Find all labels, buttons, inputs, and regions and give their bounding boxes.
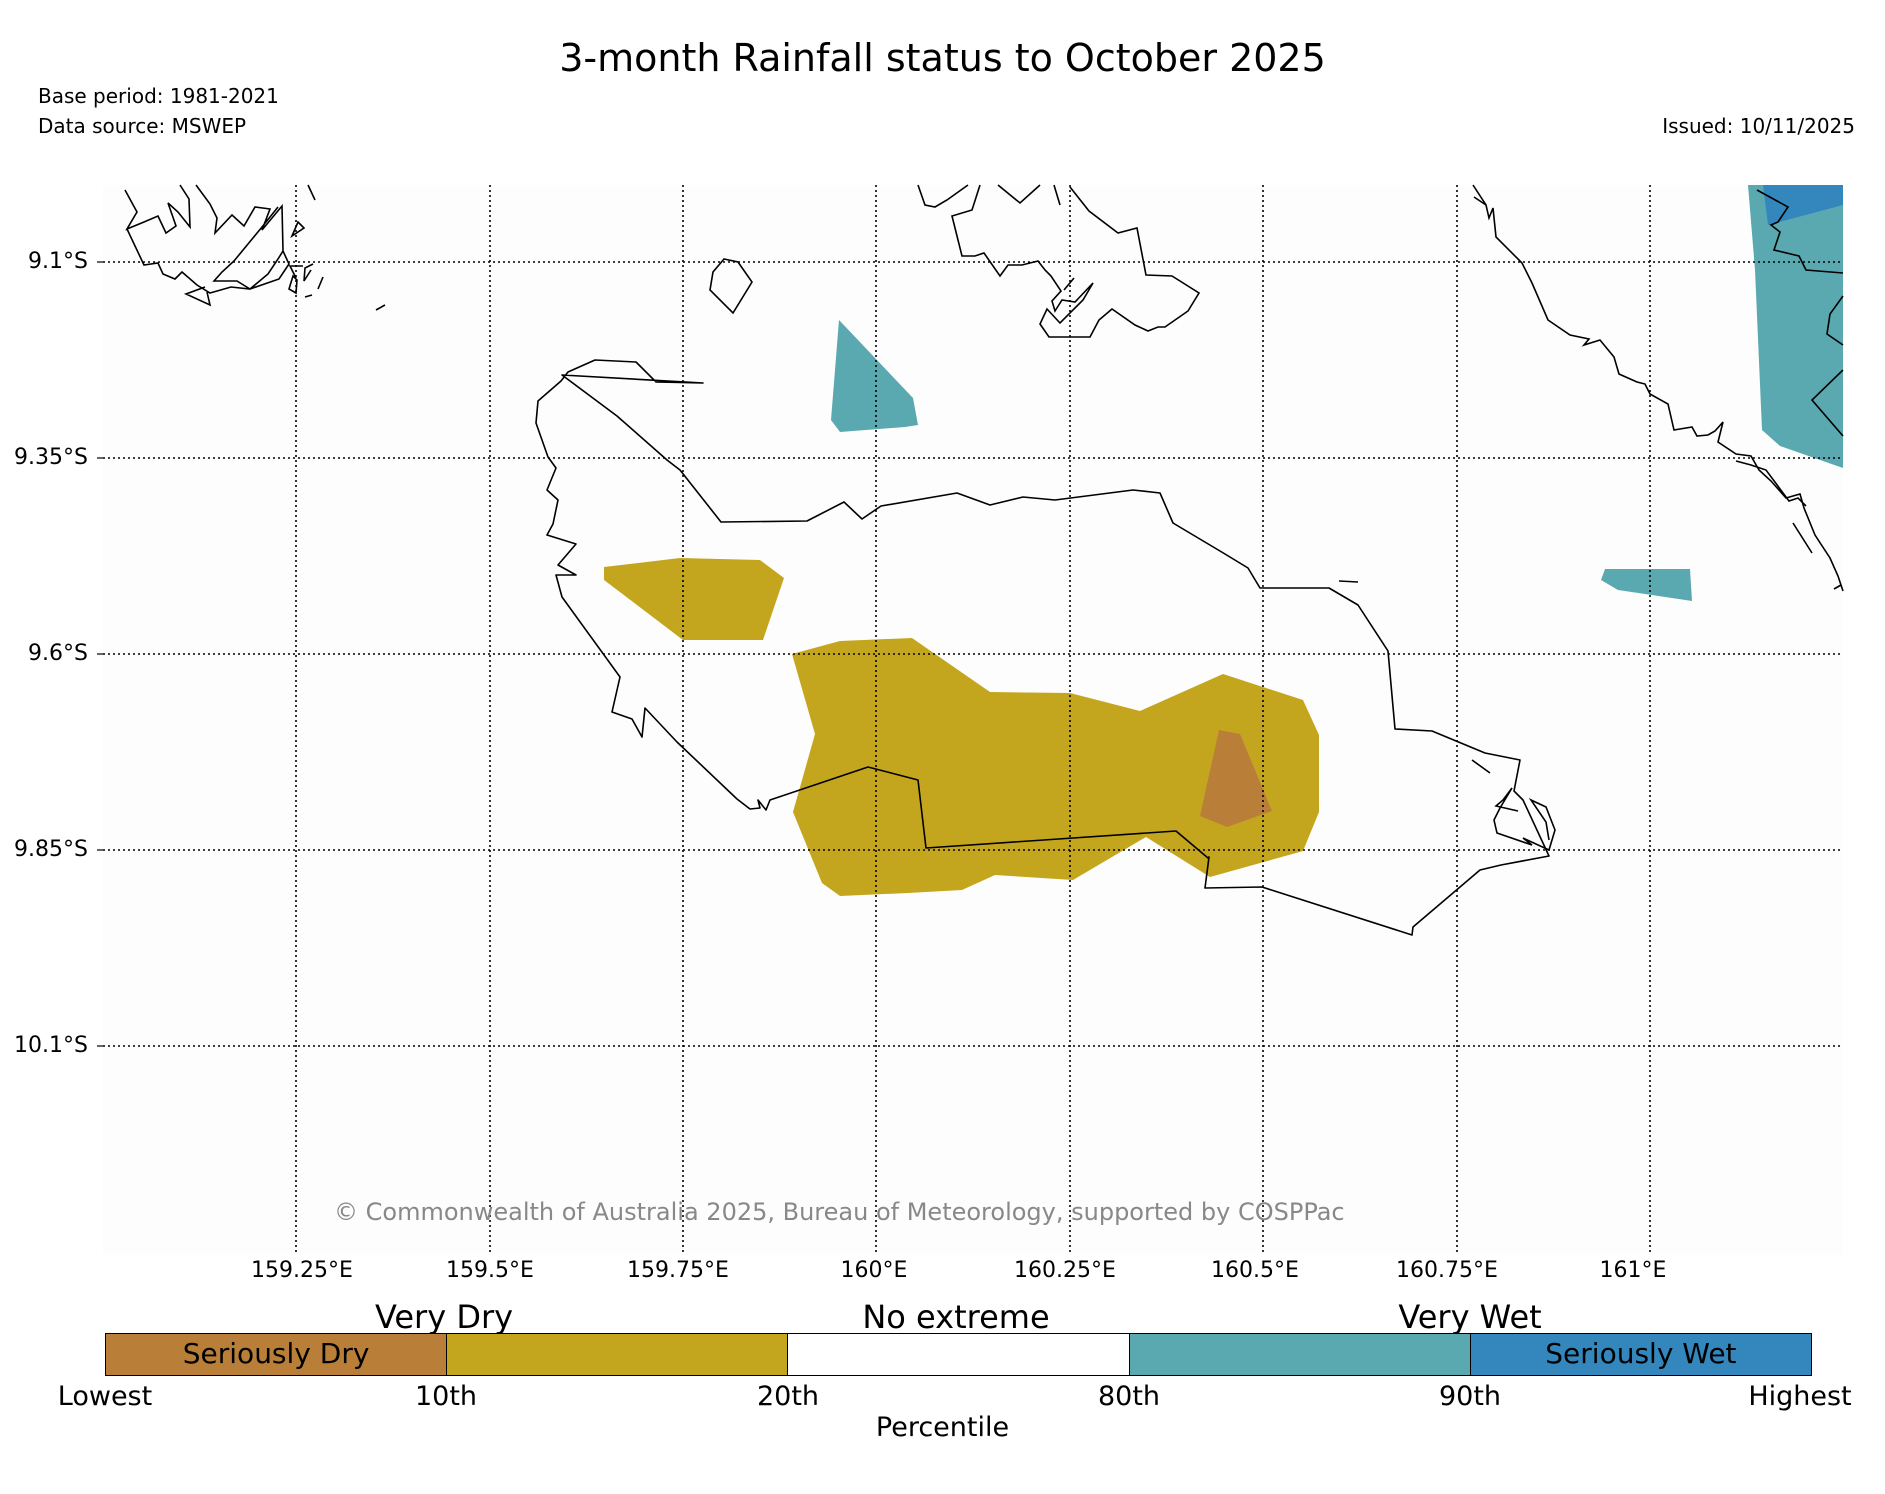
very-wet-region-east [1601, 569, 1692, 601]
very-wet-region-north [831, 320, 918, 432]
coastlines [124, 184, 1844, 936]
lon-label: 159.75°E [627, 1258, 729, 1283]
map-title: 3-month Rainfall status to October 2025 [559, 36, 1326, 80]
legend-box-seriously-dry: Seriously Dry [106, 1334, 448, 1375]
lon-label: 160.25°E [1014, 1258, 1116, 1283]
lon-label: 160°E [840, 1258, 908, 1283]
copyright-notice: © Commonwealth of Australia 2025, Bureau… [334, 1198, 1345, 1226]
graticule-ticks [97, 261, 103, 1047]
coastline-islet [1338, 580, 1359, 583]
lon-label: 159.5°E [446, 1258, 534, 1283]
graticule [103, 185, 1843, 1255]
lon-label: 160.75°E [1396, 1258, 1498, 1283]
data-source: Data source: MSWEP [38, 114, 247, 138]
legend-axis-label: Percentile [875, 1412, 1010, 1443]
legend-box-very-wet [1129, 1334, 1471, 1375]
very-wet-region-northeast [1748, 185, 1843, 468]
lon-label: 161°E [1599, 1258, 1667, 1283]
legend-box-very-dry [447, 1334, 789, 1375]
lon-label: 160.5°E [1211, 1258, 1299, 1283]
legend-tick: 20th [756, 1381, 820, 1412]
seriously-dry-region [1200, 730, 1272, 827]
legend-box-seriously-wet: Seriously Wet [1470, 1334, 1812, 1375]
legend-box-no-extreme [788, 1334, 1130, 1375]
coastline-malaita [1472, 184, 1844, 592]
coastline-east-point [1471, 759, 1556, 852]
legend-tick: Highest [1748, 1381, 1852, 1412]
base-period: Base period: 1981-2021 [38, 84, 279, 108]
coastline-malaita-inner [1756, 189, 1844, 437]
legend-box-label: Seriously Dry [182, 1337, 370, 1370]
legend-category-very-wet: Very Wet [1398, 1298, 1542, 1336]
coastline-florida-islet [1063, 277, 1075, 291]
legend-category-no-extreme: No extreme [862, 1298, 1050, 1336]
very-dry-region-west [604, 558, 784, 640]
legend-box-label: Seriously Wet [1545, 1337, 1737, 1370]
legend-colorbar: Seriously Dry Seriously Wet [105, 1333, 1812, 1376]
legend-tick: 10th [414, 1381, 478, 1412]
coastline-russell-islands [124, 184, 386, 311]
lat-label: 9.85°S [14, 837, 88, 862]
coastline-guadalcanal [535, 359, 1550, 936]
lon-label: 159.25°E [251, 1258, 353, 1283]
lat-label: 10.1°S [14, 1033, 88, 1058]
issued-date: Issued: 10/11/2025 [1662, 114, 1855, 138]
legend-tick: 80th [1097, 1381, 1161, 1412]
legend-category-very-dry: Very Dry [374, 1298, 514, 1336]
legend-tick: Lowest [57, 1381, 153, 1412]
lat-label: 9.1°S [28, 249, 88, 274]
lat-label: 9.6°S [28, 641, 88, 666]
legend-tick: 90th [1438, 1381, 1502, 1412]
lat-label: 9.35°S [14, 445, 88, 470]
coastline-florida-islands [917, 184, 1201, 338]
